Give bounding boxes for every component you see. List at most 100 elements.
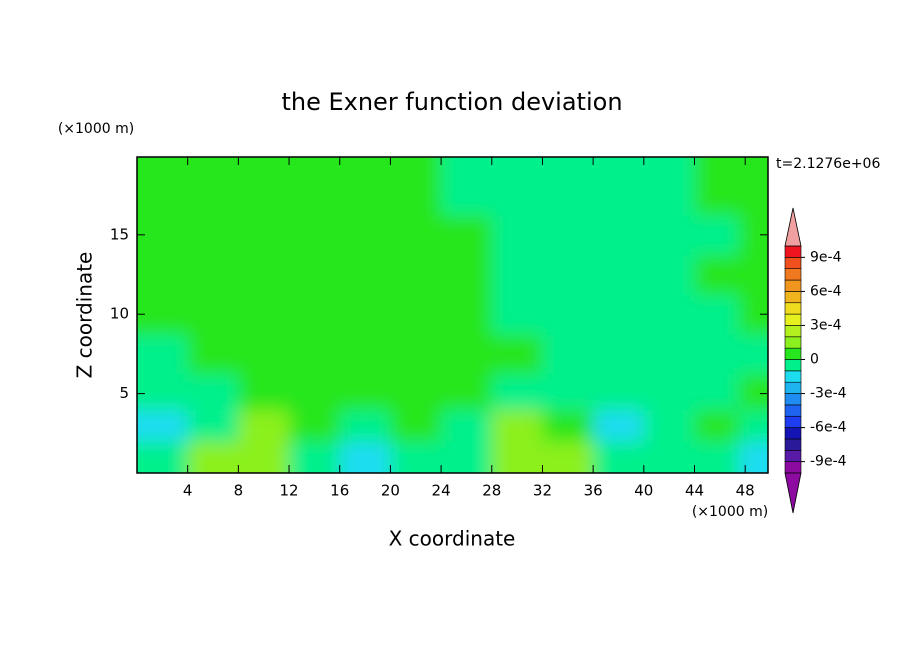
contour-cell xyxy=(137,157,189,180)
contour-cell xyxy=(289,373,341,410)
contour-cell xyxy=(738,157,768,180)
colorbar-tick-label: -6e-4 xyxy=(810,420,847,436)
contour-cell xyxy=(289,214,341,256)
colorbar-tick-label: 6e-4 xyxy=(810,283,842,299)
field xyxy=(137,157,768,473)
contour-cell xyxy=(137,179,189,216)
contour-cell xyxy=(137,254,189,295)
contour-cell xyxy=(187,441,239,473)
chart-title: the Exner function deviation xyxy=(281,88,622,116)
contour-cell xyxy=(339,409,391,442)
x-tick-label: 40 xyxy=(634,482,653,500)
y-unit: (×1000 m) xyxy=(58,121,134,137)
contour-cell xyxy=(339,294,391,335)
contour-cell xyxy=(542,157,594,180)
contour-cell xyxy=(738,179,768,216)
contour-cell xyxy=(694,254,740,295)
y-tick-label: 10 xyxy=(110,305,129,323)
contour-cell xyxy=(238,254,290,295)
contour-cell xyxy=(643,409,696,442)
contour-cell xyxy=(137,294,189,335)
contour-cell xyxy=(441,294,493,335)
contour-cell xyxy=(738,373,768,410)
contour-cell xyxy=(390,214,442,256)
contour-cell xyxy=(289,254,341,295)
colorbar-over xyxy=(784,207,802,247)
contour-cell xyxy=(238,157,290,180)
contour-cell xyxy=(694,157,740,180)
contour-cell xyxy=(339,157,391,180)
contour-cell xyxy=(339,214,391,256)
contour-cell xyxy=(339,179,391,216)
contour-cell xyxy=(738,409,768,442)
colorbar-tick-label: 3e-4 xyxy=(810,317,842,333)
contour-cell xyxy=(491,409,543,442)
contour-cell xyxy=(137,373,189,410)
contour-cell xyxy=(694,441,740,473)
contour-cell xyxy=(643,157,696,180)
contour-cell xyxy=(694,214,740,256)
contour-cell xyxy=(390,157,442,180)
x-tick-label: 4 xyxy=(183,482,193,500)
colorbar-band xyxy=(784,336,802,349)
contour-cell xyxy=(238,179,290,216)
contour-cell xyxy=(289,441,341,473)
contour-cell xyxy=(187,214,239,256)
contour-cell xyxy=(339,254,391,295)
contour-cell xyxy=(738,254,768,295)
colorbar-tick-label: 9e-4 xyxy=(810,249,842,265)
contour-cell xyxy=(542,294,594,335)
contour-cell xyxy=(339,334,391,375)
contour-cell xyxy=(187,294,239,335)
contour-cell xyxy=(187,334,239,375)
contour-cell xyxy=(289,294,341,335)
contour-cell xyxy=(238,441,290,473)
colorbar-band xyxy=(784,257,802,270)
contour-cell xyxy=(289,409,341,442)
contour-cell xyxy=(593,334,645,375)
contour-cell xyxy=(441,179,493,216)
contour-cell xyxy=(491,294,543,335)
contour-cell xyxy=(593,373,645,410)
x-tick-label: 32 xyxy=(533,482,552,500)
contour-cell xyxy=(441,334,493,375)
contour-cell xyxy=(390,179,442,216)
contour-cell xyxy=(738,334,768,375)
colorbar-band xyxy=(784,415,802,428)
colorbar-band xyxy=(784,438,802,451)
colorbar-band xyxy=(784,302,802,315)
contour-cell xyxy=(491,254,543,295)
colorbar-band xyxy=(784,381,802,394)
colorbar-band xyxy=(784,359,802,372)
x-tick-label: 24 xyxy=(432,482,451,500)
contour-cell xyxy=(491,179,543,216)
contour-cell xyxy=(542,409,594,442)
contour-cell xyxy=(491,334,543,375)
contour-cell xyxy=(491,441,543,473)
colorbar-band xyxy=(784,268,802,281)
colorbar-tick-label: 0 xyxy=(810,352,819,368)
contour-cell xyxy=(390,373,442,410)
contour-cell xyxy=(137,214,189,256)
contour-cell xyxy=(542,214,594,256)
colorbar-band xyxy=(784,449,802,462)
contour-cell xyxy=(390,441,442,473)
contour-cell xyxy=(187,179,239,216)
plot-frame xyxy=(136,156,769,474)
y-tick-label: 15 xyxy=(110,225,129,243)
contour-cell xyxy=(593,157,645,180)
contour-cell xyxy=(542,254,594,295)
contour-cell xyxy=(238,373,290,410)
contour-cell xyxy=(390,334,442,375)
contour-cell xyxy=(441,254,493,295)
contour-cell xyxy=(137,334,189,375)
cells xyxy=(137,157,768,473)
contour-cell xyxy=(542,373,594,410)
contour-cell xyxy=(441,373,493,410)
colorbar-band xyxy=(784,245,802,258)
contour-cell xyxy=(238,294,290,335)
x-tick-label: 12 xyxy=(280,482,299,500)
contour-cell xyxy=(441,214,493,256)
contour-cell xyxy=(390,294,442,335)
